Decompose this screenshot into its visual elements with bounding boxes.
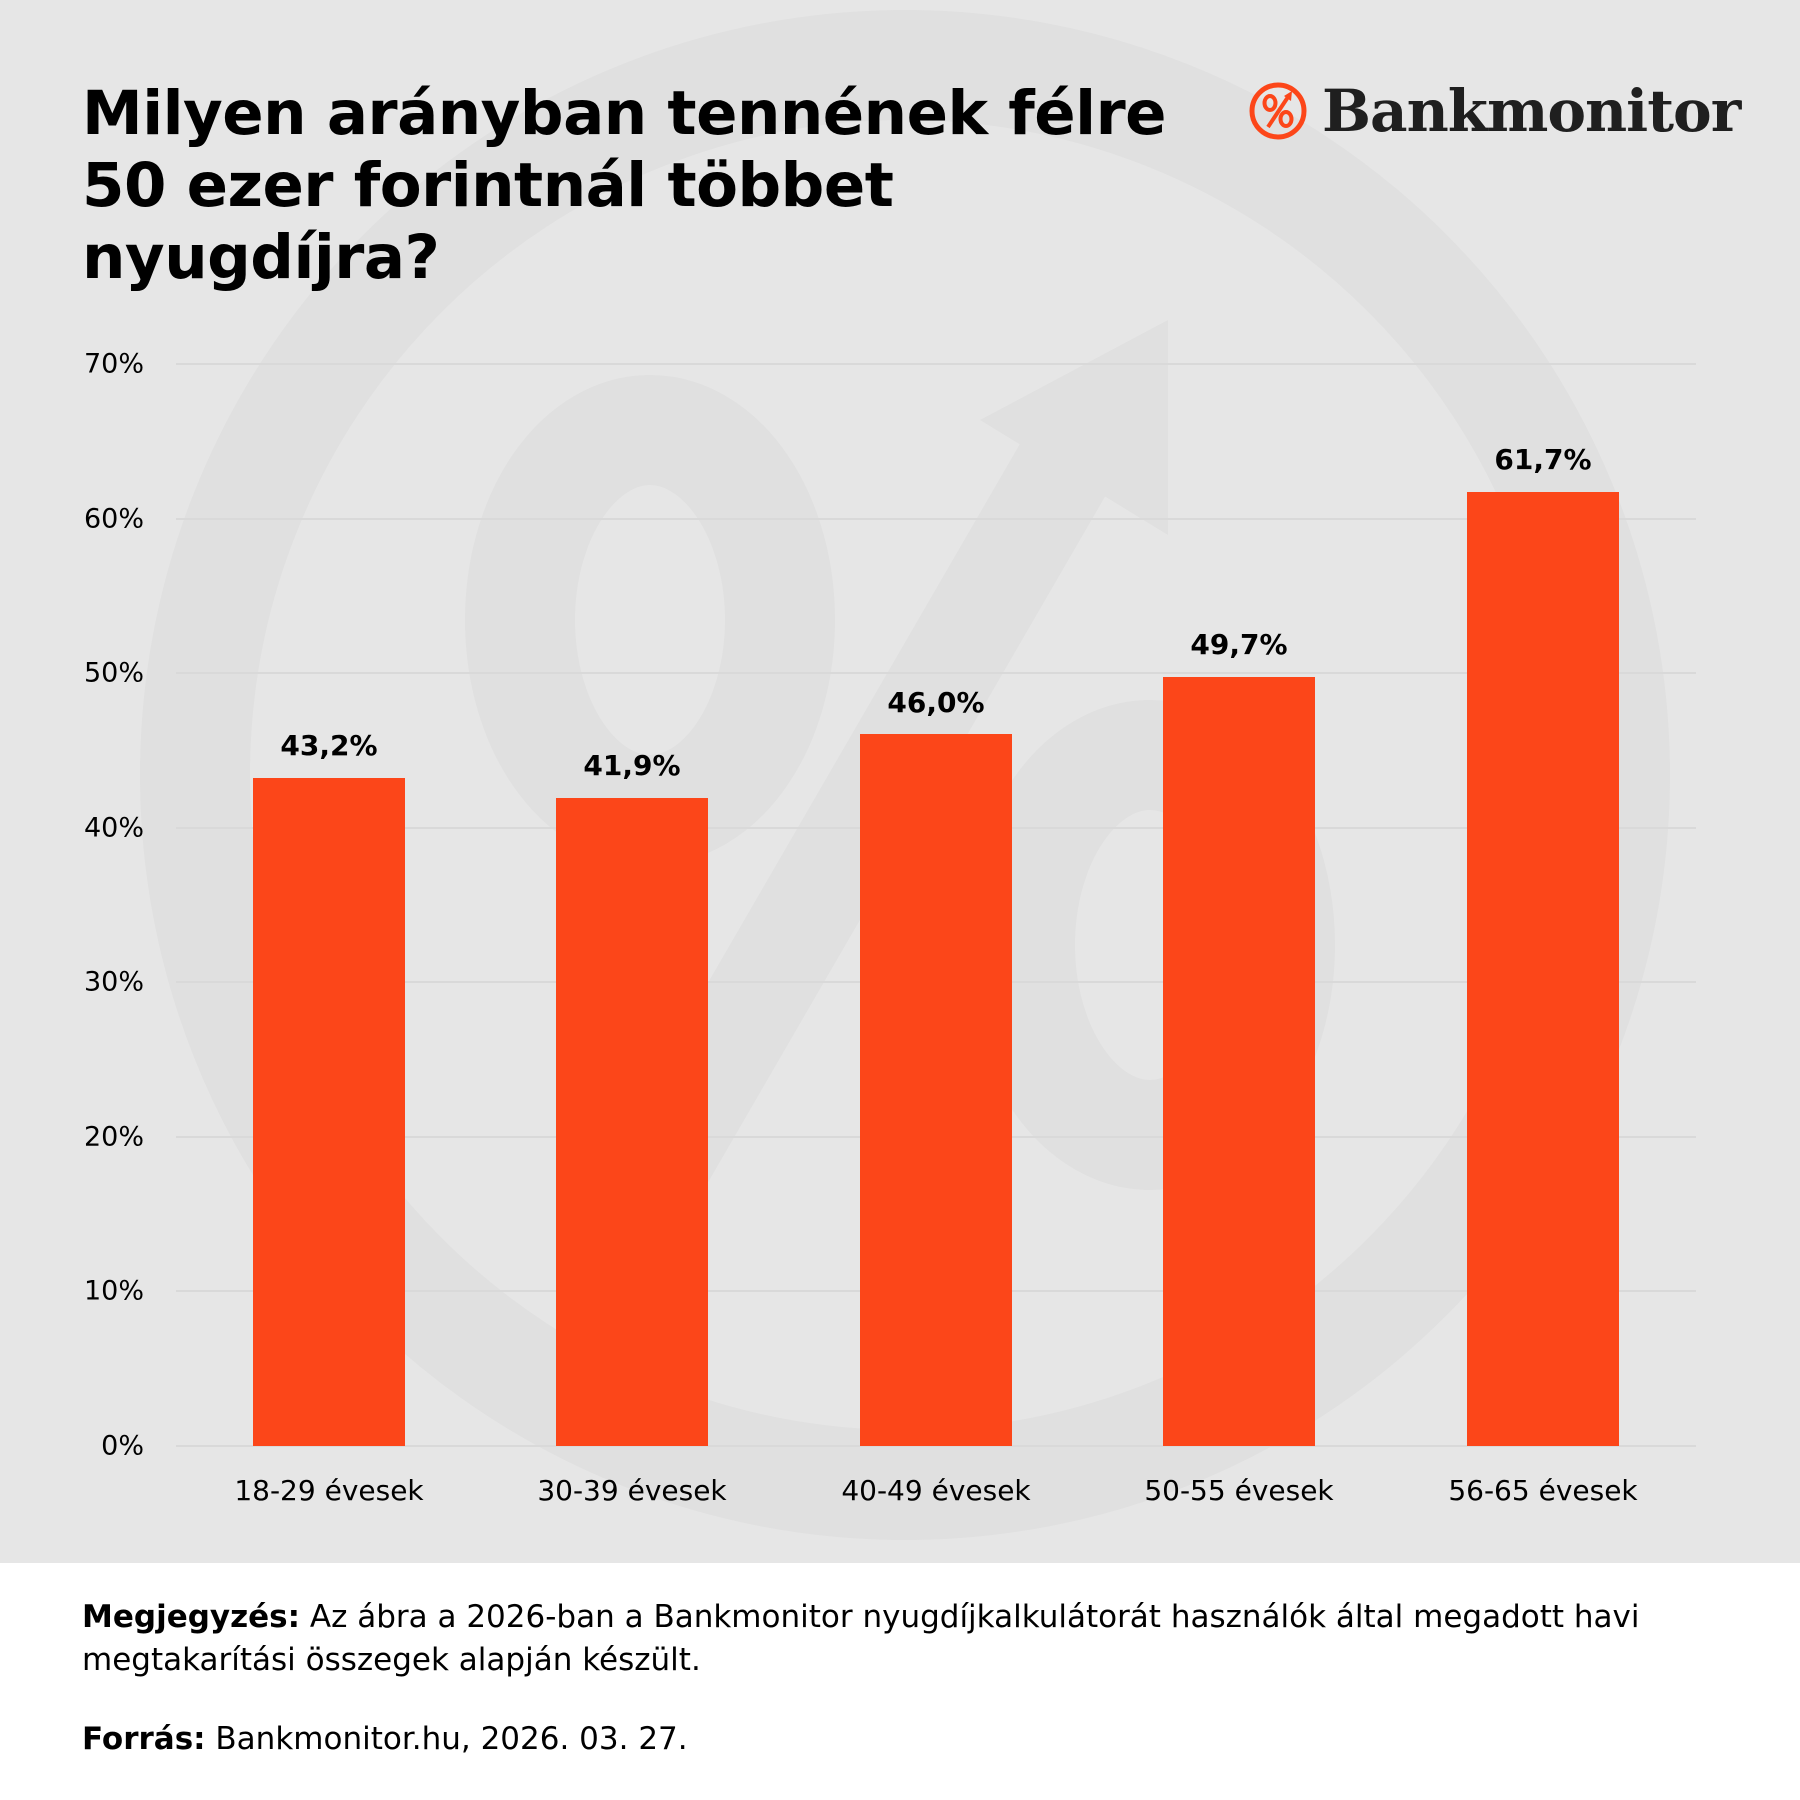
chart-panel: Milyen arányban tennének félre 50 ezer f…: [0, 0, 1800, 1563]
y-tick-label: 70%: [83, 348, 144, 380]
source-label: Forrás:: [82, 1721, 206, 1757]
bar-value-label: 46,0%: [887, 686, 985, 719]
bar-30-39: [556, 798, 708, 1446]
bar-18-29: [253, 778, 405, 1446]
logo-text: Bankmonitor: [1322, 77, 1741, 145]
gridline-50: [176, 672, 1696, 674]
note-label: Megjegyzés:: [82, 1599, 301, 1635]
y-tick-label: 30%: [83, 966, 144, 998]
y-tick-label: 10%: [83, 1275, 144, 1307]
x-tick-label: 50-55 évesek: [1144, 1474, 1334, 1507]
y-tick-label: 0%: [101, 1430, 144, 1462]
x-tick-label: 40-49 évesek: [841, 1474, 1031, 1507]
x-tick-label: 30-39 évesek: [537, 1474, 727, 1507]
note-text: Az ábra a 2026-ban a Bankmonitor nyugdíj…: [82, 1599, 1640, 1678]
bar-value-label: 43,2%: [280, 729, 378, 762]
y-tick-label: 40%: [83, 812, 144, 844]
x-tick-label: 56-65 évesek: [1448, 1474, 1638, 1507]
gridline-0: [176, 1445, 1696, 1447]
gridline-70: [176, 363, 1696, 365]
source-line: Forrás: Bankmonitor.hu, 2026. 03. 27.: [82, 1718, 688, 1761]
bar-chart: 70% 60% 50% 40% 30% 20% 10% 0% 43,2% 41,…: [83, 348, 1696, 1507]
footnote: Megjegyzés: Az ábra a 2026-ban a Bankmon…: [82, 1596, 1732, 1682]
bar-value-label: 49,7%: [1190, 628, 1288, 661]
bar-value-label: 41,9%: [583, 749, 681, 782]
bar-56-65: [1467, 492, 1619, 1446]
y-tick-label: 20%: [83, 1121, 144, 1153]
bankmonitor-logo: Bankmonitor: [1248, 76, 1741, 146]
bar-value-label: 61,7%: [1494, 443, 1592, 476]
gridline-60: [176, 518, 1696, 520]
x-tick-label: 18-29 évesek: [234, 1474, 424, 1507]
source-text: Bankmonitor.hu, 2026. 03. 27.: [205, 1721, 688, 1757]
y-tick-label: 60%: [83, 503, 144, 535]
bar-40-49: [860, 734, 1012, 1446]
chart-title: Milyen arányban tennének félre 50 ezer f…: [82, 78, 1167, 293]
percent-arrow-circle-icon: [1249, 82, 1307, 140]
y-tick-label: 50%: [83, 657, 144, 689]
bar-50-55: [1163, 677, 1315, 1446]
